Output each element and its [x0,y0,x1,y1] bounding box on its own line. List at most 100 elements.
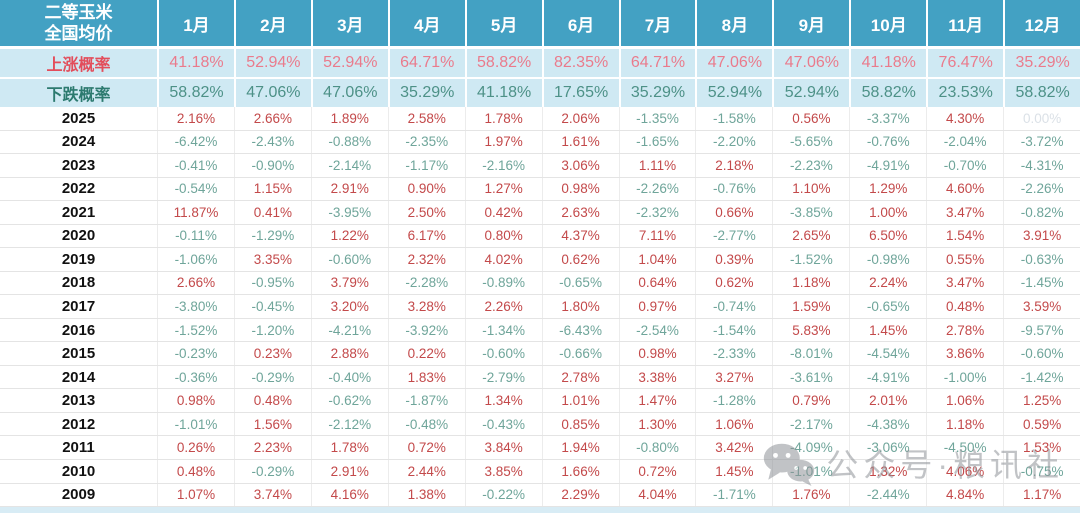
monthly-change-value: 3.47% [926,271,1003,295]
table-row-year-2014: 2014 -0.36% -0.29% -0.40% 1.83% -2.79% 2.78% 3.… [0,365,1080,390]
monthly-change-value: 3.42% [695,436,772,459]
monthly-change-value: -2.43% [233,130,311,154]
monthly-change-value: 4.37% [541,224,619,248]
monthly-change-value: 2.66% [233,107,311,130]
monthly-change-value: -0.88% [310,130,388,154]
monthly-change-value: 0.80% [464,224,542,248]
table-row-year-2011: 2011 0.26% 2.23% 1.78% 0.72% 3.84% 1.94% -0.80%… [0,436,1080,460]
monthly-change-value: -0.74% [695,295,772,318]
monthly-change-value: -1.87% [387,389,465,412]
monthly-change-value: 1.17% [1003,483,1080,507]
table-row-year-2017: 2017 -3.80% -0.45% 3.20% 3.28% 2.26% 1.80% 0.97… [0,295,1080,319]
monthly-change-value: 0.41% [233,201,311,224]
monthly-change-value: 0.48% [233,389,311,412]
monthly-change-value: 3.85% [464,459,542,483]
monthly-change-value: -2.26% [618,177,696,201]
rise-probability-value: 64.71% [618,49,696,77]
fall-probability-value: 35.29% [387,79,465,107]
monthly-change-value: 2.06% [541,107,619,130]
monthly-change-value: 3.28% [387,295,465,318]
fall-probability-value: 17.65% [541,79,619,107]
year-rows: 2025 2.16% 2.66% 1.89% 2.58% 1.78% 2.06% -1.35%… [0,107,1080,508]
column-header-month-6: 6月 [541,0,619,46]
monthly-change-value: 2.78% [926,318,1003,342]
monthly-change-value: -1.01% [157,412,234,436]
monthly-change-value: 1.27% [464,177,542,201]
monthly-change-value: -4.09% [772,436,849,459]
monthly-change-value: 0.62% [695,271,772,295]
table-row-year-2009: 2009 1.07% 3.74% 4.16% 1.38% -0.22% 2.29% 4.04%… [0,483,1080,508]
monthly-change-value: -0.60% [310,248,388,271]
monthly-change-value: -0.76% [695,177,772,201]
monthly-change-value: 1.45% [849,318,926,342]
column-header-month-10: 10月 [849,0,926,46]
monthly-change-value: -0.95% [233,271,311,295]
table-row-year-2016: 2016 -1.52% -1.20% -4.21% -3.92% -1.34% -6.43%… [0,318,1080,343]
monthly-change-value: -0.65% [849,295,926,318]
monthly-change-value: -0.66% [541,342,619,365]
monthly-change-value: -0.76% [849,130,926,154]
monthly-change-value: -0.23% [157,342,234,365]
year-label: 2016 [61,321,96,339]
monthly-change-value: 0.98% [618,342,696,365]
monthly-change-value: 1.34% [464,389,542,412]
monthly-change-value: -4.38% [849,412,926,436]
table-row-year-2018: 2018 2.66% -0.95% 3.79% -2.28% -0.89% -0.65% 0.… [0,271,1080,296]
monthly-change-value: 3.74% [233,483,311,507]
monthly-change-value: -2.32% [618,201,696,224]
monthly-change-value: -9.57% [1003,318,1080,342]
rise-probability-label: 上涨概率 [46,57,111,74]
rise-probability-value: 52.94% [233,49,311,77]
monthly-change-value: 0.22% [387,342,465,365]
monthly-change-value: -0.11% [157,224,234,248]
monthly-change-value: 2.88% [310,342,388,365]
fall-probability-value: 52.94% [695,79,772,107]
monthly-change-value: -1.52% [157,318,234,342]
monthly-change-value: 1.54% [926,224,1003,248]
monthly-change-value: 4.60% [926,177,1003,201]
monthly-change-value: 3.59% [1003,295,1080,318]
monthly-change-value: 7.11% [618,224,696,248]
monthly-change-value: 2.58% [387,107,465,130]
monthly-change-value: -3.72% [1003,130,1080,154]
table-row-year-2024: 2024 -6.42% -2.43% -0.88% -2.35% 1.97% 1.61% -1… [0,130,1080,155]
fall-probability-value: 47.06% [233,79,311,107]
monthly-change-value: -1.29% [233,224,311,248]
column-header-month-8: 8月 [695,0,772,46]
monthly-change-value: 1.80% [541,295,619,318]
year-label: 2025 [61,109,96,127]
monthly-change-value: -0.63% [1003,248,1080,271]
fall-probability-label: 下跌概率 [46,87,111,104]
monthly-change-value: -0.54% [157,177,234,201]
monthly-change-value: 0.59% [1003,412,1080,436]
monthly-change-value: 0.62% [541,248,619,271]
fall-probability-value: 41.18% [464,79,542,107]
monthly-change-value: -1.35% [618,107,696,130]
monthly-change-value: -4.91% [849,154,926,177]
year-label: 2023 [61,156,96,174]
year-label: 2015 [61,345,96,363]
monthly-change-value: -2.44% [849,483,926,507]
monthly-change-value: 0.48% [926,295,1003,318]
column-header-month-5: 5月 [464,0,542,46]
monthly-change-value: -1.20% [233,318,311,342]
year-label: 2022 [61,180,96,198]
monthly-change-value: 0.66% [695,201,772,224]
table-corner-title: 二等玉米 全国均价 [0,0,157,46]
fall-probability-value: 52.94% [772,79,849,107]
monthly-change-value: 1.06% [926,389,1003,412]
monthly-change-value: 1.78% [310,436,388,459]
year-label: 2013 [61,392,96,410]
table-row-year-2019: 2019 -1.06% 3.35% -0.60% 2.32% 4.02% 0.62% 1.04… [0,248,1080,272]
monthly-change-value: 4.16% [310,483,388,507]
fall-probability-value: 23.53% [926,79,1003,107]
monthly-change-value: -2.35% [387,130,465,154]
monthly-change-value: -0.80% [618,436,696,459]
column-header-month-4: 4月 [387,0,465,46]
monthly-change-value: 0.72% [387,436,465,459]
rise-probability-value: 82.35% [541,49,619,77]
monthly-change-value: 1.06% [695,412,772,436]
monthly-change-value: 2.18% [695,154,772,177]
monthly-change-value: -1.01% [772,459,849,483]
monthly-change-value: -2.12% [310,412,388,436]
